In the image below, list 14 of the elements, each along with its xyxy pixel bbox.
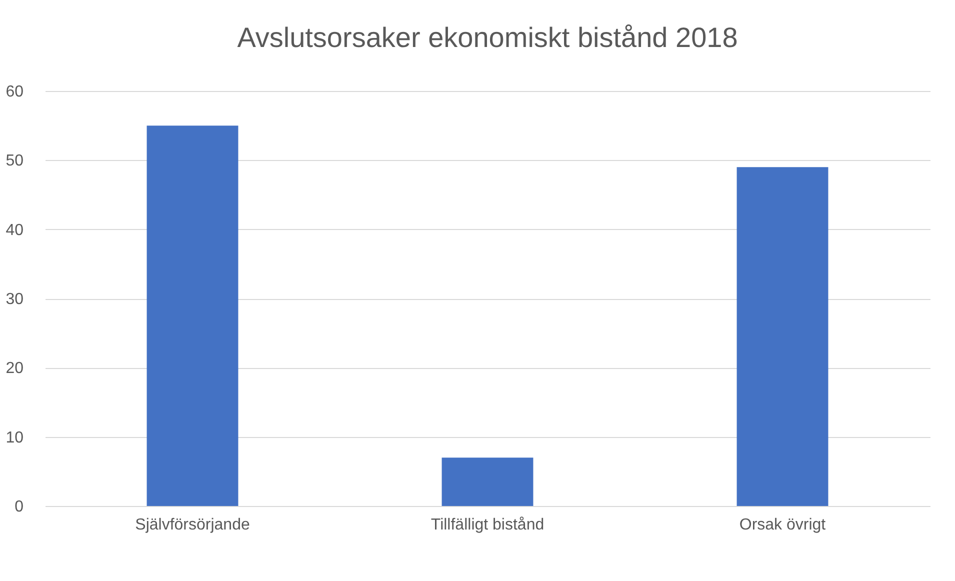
y-tick-label: 20 [6,360,24,378]
y-tick-label: 40 [6,222,24,239]
y-tick-label: 10 [6,429,24,446]
y-tick-label: 0 [14,498,24,516]
x-tick-label: Självförsörjande [135,516,250,534]
x-tick-label: Orsak övrigt [739,516,826,534]
chart-title: Avslutsorsaker ekonomiskt bistånd 2018 [237,22,738,53]
bar [146,126,238,506]
y-tick-label: 50 [6,152,24,170]
y-tick-label: 30 [6,291,24,308]
bar [442,458,534,506]
x-tick-label: Tillfälligt bistånd [430,516,544,534]
y-tick-label: 60 [6,84,24,100]
bar [736,167,828,506]
